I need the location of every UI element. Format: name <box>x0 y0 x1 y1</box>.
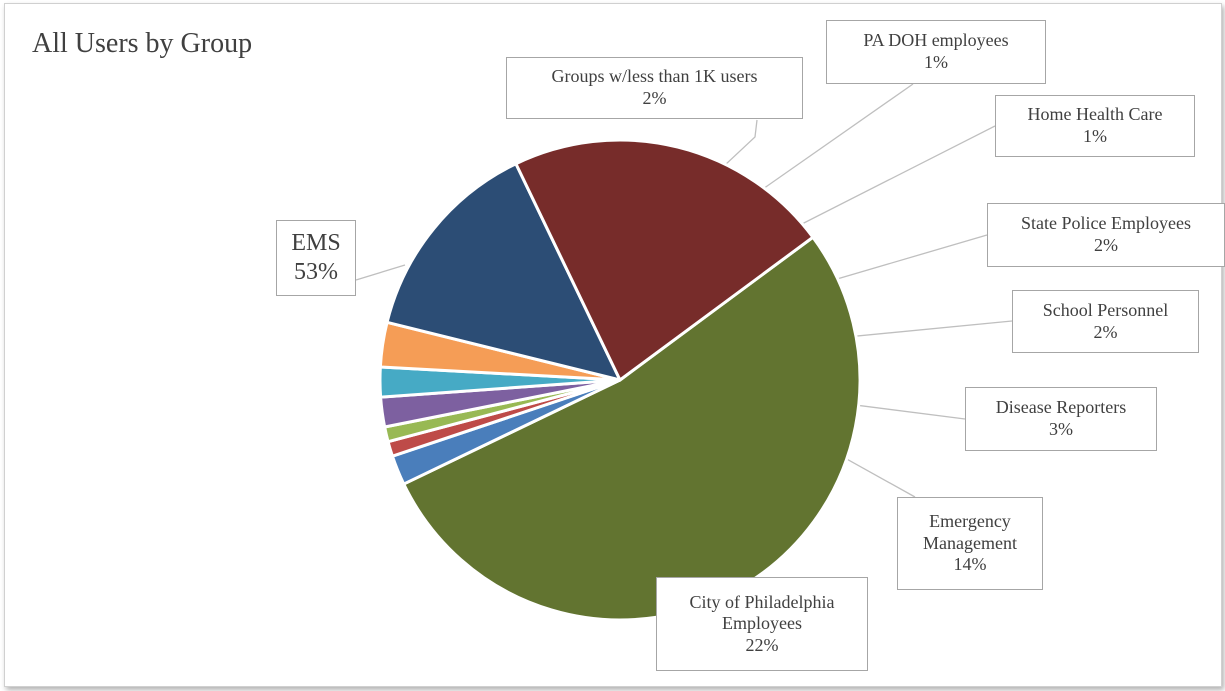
slice-value-text: 2% <box>642 88 667 108</box>
slice-label-text: Groups w/less than 1K users <box>551 66 758 87</box>
slice-label-text: Disease Reporters <box>995 397 1127 418</box>
slice-value-text: 1% <box>924 52 948 72</box>
slice-label-emergency: Emergency Management 14% <box>897 497 1043 590</box>
slice-label-groups-small: Groups w/less than 1K users 2% <box>506 57 803 119</box>
slice-value-text: 3% <box>1049 419 1073 439</box>
slice-label-text: State Police Employees <box>1021 213 1191 234</box>
pie-slice-emergency-management <box>385 162 622 382</box>
slice-value-text: 2% <box>1094 235 1118 255</box>
leader-line <box>355 264 406 281</box>
pie-slices <box>378 138 862 622</box>
chart-title: All Users by Group <box>32 28 253 59</box>
slice-value-text: 14% <box>953 554 987 575</box>
slice-label-text: PA DOH employees <box>863 30 1009 51</box>
slice-value-text: 53% <box>294 259 338 285</box>
slice-label-text: City of Philadelphia Employees <box>689 591 835 634</box>
slice-label-text: School Personnel <box>1042 299 1169 320</box>
slice-label-state-police: State Police Employees 2% <box>987 203 1225 267</box>
slice-label-philadelphia: City of Philadelphia Employees 22% <box>656 577 868 671</box>
slice-value-text: 2% <box>1093 321 1118 342</box>
slice-value-text: 1% <box>1083 126 1107 146</box>
slice-label-ems: EMS 53% <box>276 220 356 296</box>
slice-value-text: 22% <box>745 634 779 655</box>
slice-label-pa-doh: PA DOH employees 1% <box>826 20 1046 84</box>
slice-label-text: Emergency Management <box>923 511 1017 553</box>
slice-label-home-health: Home Health Care 1% <box>995 95 1195 157</box>
slice-label-text: Home Health Care <box>1027 104 1163 125</box>
slice-label-disease: Disease Reporters 3% <box>965 387 1157 451</box>
slice-label-text: EMS <box>291 230 341 257</box>
pie-slice-city-of-philadelphia-employees <box>514 138 815 382</box>
slice-label-school: School Personnel 2% <box>1012 290 1199 353</box>
